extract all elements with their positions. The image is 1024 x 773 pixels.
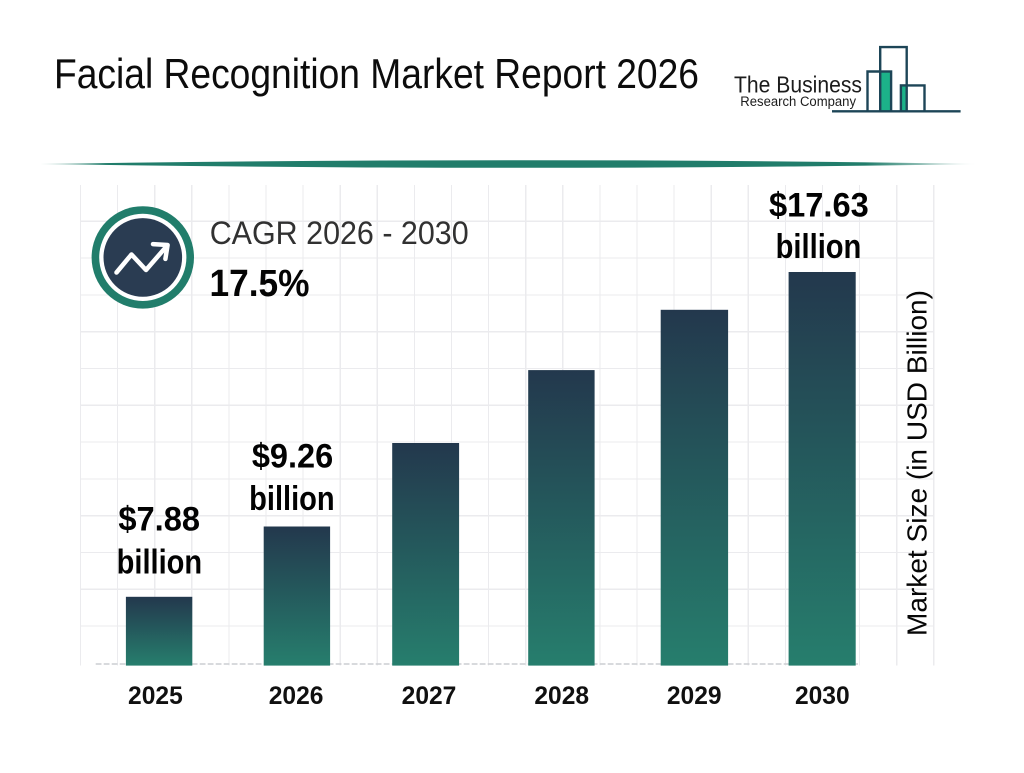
svg-text:Market Size (in USD Billion): Market Size (in USD Billion) bbox=[902, 290, 933, 636]
svg-text:2025: 2025 bbox=[128, 682, 183, 710]
svg-text:The Business: The Business bbox=[734, 72, 862, 98]
svg-text:billion: billion bbox=[776, 228, 862, 266]
svg-text:$7.88: $7.88 bbox=[118, 501, 200, 539]
svg-text:billion: billion bbox=[249, 480, 335, 518]
svg-text:2030: 2030 bbox=[795, 682, 850, 710]
svg-text:$9.26: $9.26 bbox=[252, 437, 333, 475]
svg-text:2029: 2029 bbox=[667, 682, 722, 710]
svg-text:$17.63: $17.63 bbox=[769, 187, 869, 225]
svg-text:Research Company: Research Company bbox=[740, 94, 856, 109]
svg-text:17.5%: 17.5% bbox=[210, 263, 310, 305]
svg-text:2028: 2028 bbox=[534, 682, 589, 710]
svg-text:Facial Recognition Market Repo: Facial Recognition Market Report 2026 bbox=[54, 50, 699, 97]
svg-text:billion: billion bbox=[117, 544, 203, 582]
svg-text:2027: 2027 bbox=[402, 682, 457, 710]
svg-text:2026: 2026 bbox=[269, 682, 324, 710]
svg-text:CAGR 2026 - 2030: CAGR 2026 - 2030 bbox=[210, 215, 469, 251]
